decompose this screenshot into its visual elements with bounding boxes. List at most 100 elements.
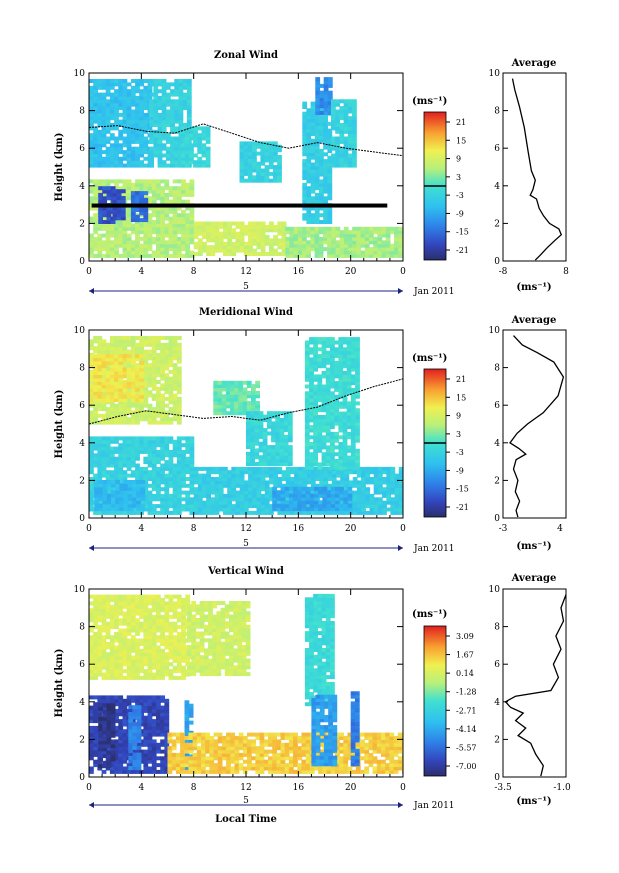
heatmap-cell [101, 179, 107, 184]
heatmap-cell [327, 206, 333, 211]
heatmap-cell [181, 460, 186, 465]
heatmap-cell [239, 171, 245, 176]
heatmap-cell [264, 168, 270, 173]
heatmap-cell [235, 510, 241, 515]
average-y-tick-label: 4 [494, 182, 500, 192]
heatmap-cell [149, 146, 154, 151]
heatmap-cell [347, 116, 353, 121]
heatmap-cell [160, 342, 165, 347]
heatmap-cell [185, 460, 191, 465]
heatmap-cell [164, 336, 170, 340]
heatmap-cell [352, 226, 357, 231]
heatmap-cell [201, 143, 207, 148]
heatmap-cell [221, 384, 227, 389]
heatmap-cell [160, 213, 165, 218]
heatmap-cell [93, 220, 98, 224]
heatmap-cell [160, 413, 165, 418]
heatmap-cell [178, 102, 184, 107]
heatmap-cell [262, 434, 268, 439]
heatmap-cell [118, 220, 124, 224]
heatmap-cell [348, 250, 353, 255]
heatmap-cell [297, 236, 303, 241]
heatmap-cell [317, 448, 323, 453]
heatmap-cell [122, 230, 128, 235]
heatmap-cell [258, 421, 264, 426]
heatmap-cell [143, 233, 149, 238]
heatmap-cell [389, 230, 395, 235]
heatmap-cell [149, 133, 154, 138]
heatmap-cell [238, 401, 244, 406]
heatmap-cell [317, 462, 323, 467]
heatmap-cell [114, 477, 119, 481]
heatmap-cell [268, 171, 274, 176]
heatmap-cell [356, 470, 362, 475]
heatmap-cell [151, 493, 157, 498]
heatmap-cell [394, 487, 400, 492]
heatmap-cell [157, 99, 163, 104]
heatmap-cell [213, 401, 219, 406]
heatmap-cell [118, 163, 124, 168]
heatmap-cell [223, 504, 228, 509]
heatmap-cell [151, 189, 157, 194]
heatmap-cell [176, 179, 182, 184]
heatmap-cell [285, 230, 291, 235]
heatmap-cell [157, 129, 163, 134]
heatmap-cell [105, 410, 111, 415]
heatmap-cell [297, 250, 303, 255]
heatmap-cell [310, 199, 316, 204]
heatmap-cell [160, 223, 165, 228]
heatmap-cell [343, 119, 349, 124]
heatmap-cell [248, 238, 253, 243]
heatmap-cell [346, 418, 352, 423]
heatmap-cell [118, 470, 124, 475]
heatmap-cell [147, 95, 153, 100]
heatmap-cell [114, 139, 119, 144]
heatmap-cell [168, 449, 174, 454]
heatmap-cell [361, 473, 366, 478]
heatmap-cell [130, 381, 136, 386]
heatmap-cell [213, 411, 219, 416]
heatmap-cell [250, 438, 255, 443]
heatmap-cell [323, 182, 328, 187]
heatmap-cell [157, 156, 163, 161]
heatmap-cell [135, 371, 140, 375]
heatmap-cell [122, 339, 128, 344]
heatmap-cell [352, 123, 357, 127]
heatmap-cell [114, 410, 119, 415]
heatmap-cell [114, 394, 119, 399]
heatmap-cell [147, 473, 153, 478]
heatmap-cell [335, 247, 341, 252]
heatmap-cell [277, 252, 283, 256]
heatmap-cell [325, 431, 331, 436]
heatmap-cell [310, 213, 316, 218]
heatmap-cell [193, 473, 199, 478]
heatmap-cell [174, 109, 180, 114]
heatmap-cell [109, 394, 115, 399]
heatmap-cell [126, 253, 132, 258]
heatmap-cell [266, 462, 272, 466]
heatmap-cell [147, 233, 153, 238]
heatmap-cell [355, 350, 360, 355]
heatmap-cell [181, 199, 186, 204]
heatmap-cell [172, 403, 178, 408]
heatmap-cell [126, 102, 132, 107]
heatmap-cell [118, 417, 124, 422]
heatmap-cell [164, 352, 170, 357]
heatmap-cell [256, 241, 262, 246]
heatmap-cell [118, 371, 124, 375]
heatmap-cell [343, 163, 349, 168]
heatmap-cell [139, 367, 144, 372]
heatmap-cell [317, 431, 323, 436]
heatmap-cell [317, 377, 323, 382]
heatmap-cell [275, 418, 281, 422]
heatmap-cell [151, 352, 157, 357]
heatmap-cell [97, 439, 103, 444]
heatmap-cell [360, 226, 366, 231]
heatmap-cell [178, 95, 184, 100]
heatmap-cell [361, 510, 366, 515]
heatmap-cell [350, 435, 356, 440]
heatmap-cell [398, 253, 403, 258]
heatmap-cell [197, 228, 203, 233]
heatmap-cell [331, 240, 337, 245]
heatmap-cell [373, 250, 378, 255]
